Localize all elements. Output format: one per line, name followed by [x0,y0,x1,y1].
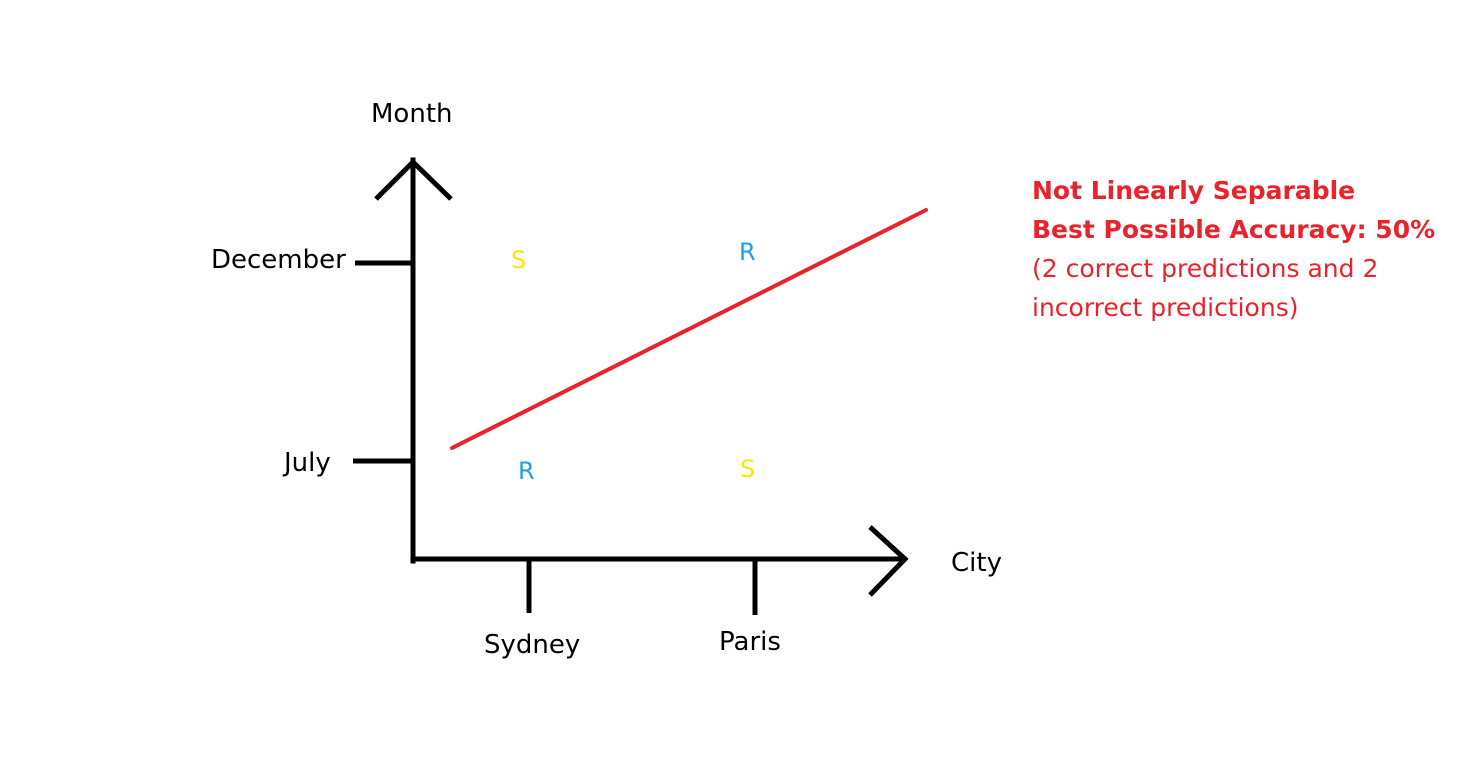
x-tick-label-sydney: Sydney [484,630,580,660]
predictions-note: (2 correct predictions and 2 incorrect p… [1032,254,1379,322]
y-tick-label-december: December [211,245,346,275]
y-tick-label-july: July [282,448,331,478]
separator-line [450,208,928,450]
x-axis-title: City [951,548,1002,578]
point-r-sydney-july: R [518,457,535,485]
y-axis-arrowhead [374,158,453,201]
y-axis-title: Month [371,99,453,129]
point-s-paris-july: S [740,455,755,483]
not-separable-heading: Not Linearly Separable [1032,176,1356,205]
x-axis-arrowhead [868,525,909,597]
point-r-paris-december: R [739,238,756,266]
best-accuracy-heading: Best Possible Accuracy: 50% [1032,215,1436,244]
point-s-sydney-december: S [511,246,526,274]
x-tick-label-paris: Paris [719,627,781,657]
separability-note: Not Linearly Separable Best Possible Acc… [1032,171,1462,327]
